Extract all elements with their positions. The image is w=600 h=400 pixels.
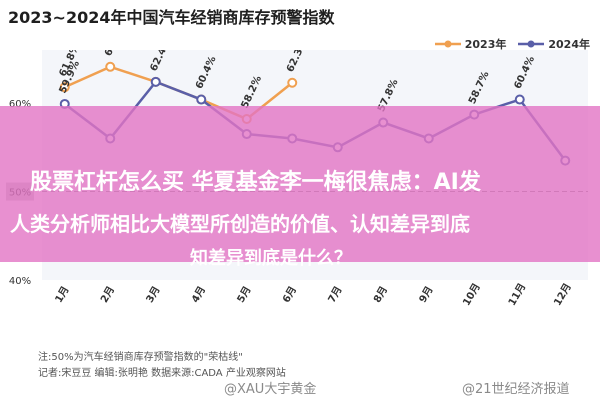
data-point [196, 94, 207, 105]
x-tick-label: 11月 [506, 281, 528, 308]
data-point [150, 76, 161, 87]
x-tick-label: 6月 [280, 284, 299, 305]
x-tick-label: 9月 [417, 284, 436, 305]
footer-credit: 记者:宋豆豆 编辑:张明艳 数据来源:CADA 产业观察网站 [38, 368, 286, 379]
legend-item-1: 2024年 [518, 36, 590, 52]
headline-line-1: 股票杠杆怎么买 华夏基金李一梅很焦虑：AI发 [30, 170, 481, 195]
y-tick-label: 60% [9, 99, 31, 110]
legend: 2023年 2024年 [423, 36, 590, 52]
data-point [514, 94, 525, 105]
x-tick-label: 12月 [551, 281, 573, 308]
x-tick-label: 5月 [235, 284, 254, 305]
legend-swatch [434, 40, 461, 48]
headline-line-3: 知差异到底是什么？ [190, 248, 352, 269]
chart-title: 2023~2024年中国汽车经销商库存预警指数 [8, 8, 335, 27]
data-point [59, 82, 70, 93]
x-tick-label: 3月 [144, 284, 163, 305]
data-point [105, 61, 116, 72]
watermark-right: @21世纪经济报道 [462, 382, 570, 397]
x-tick-label: 2月 [98, 284, 117, 305]
footer: 注:50%为汽车经销商库存预警指数的"荣枯线" 记者:宋豆豆 编辑:张明艳 数据… [38, 350, 286, 382]
x-tick-label: 10月 [460, 281, 482, 308]
legend-swatch [518, 40, 545, 48]
legend-label: 2023年 [464, 38, 507, 51]
x-tick-label: 4月 [189, 284, 208, 305]
y-tick-label: 40% [9, 276, 31, 287]
x-tick-label: 1月 [53, 284, 72, 305]
footer-note: 注:50%为汽车经销商库存预警指数的"荣枯线" [38, 352, 243, 363]
legend-item-0: 2023年 [434, 36, 507, 52]
x-tick-label: 7月 [326, 284, 345, 305]
watermark-left: @XAU大宇黄金 [224, 382, 317, 397]
headline-line-2: 人类分析师相比大模型所创造的价值、认知差异到底 [10, 212, 470, 236]
headline-overlay: 股票杠杆怎么买 华夏基金李一梅很焦虑：AI发 人类分析师相比大模型所创造的价值、… [0, 106, 600, 269]
legend-label: 2024年 [548, 38, 590, 51]
x-tick-label: 8月 [371, 284, 390, 305]
data-point [287, 77, 298, 88]
